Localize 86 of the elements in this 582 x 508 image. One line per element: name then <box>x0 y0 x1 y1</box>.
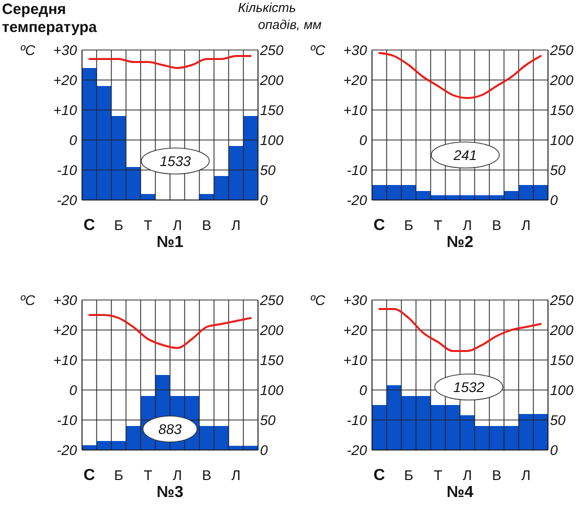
x-tick-label: Л <box>462 467 472 483</box>
y2-tick-label: 100 <box>260 382 284 398</box>
y-tick-label: 0 <box>69 132 78 148</box>
annotation: 883 <box>158 420 182 437</box>
y-axis-title: ºС <box>20 292 36 308</box>
x-tick-label: Б <box>114 467 124 483</box>
x-axis-title: №1 <box>156 234 184 251</box>
y2-tick-label: 200 <box>549 322 574 338</box>
y2-tick-label: 50 <box>550 162 566 178</box>
y-tick-label: +30 <box>53 42 78 58</box>
x-tick-label: Т <box>144 217 153 233</box>
x-tick-label: Б <box>404 217 414 233</box>
x-tick-label: С <box>374 217 386 234</box>
x-tick-label: С <box>84 467 96 484</box>
y-tick-label: +20 <box>343 72 368 88</box>
y2-tick-label: 50 <box>260 162 276 178</box>
y2-axis-title: Кількість опадів, мм <box>238 0 322 32</box>
x-tick-label: В <box>492 217 502 233</box>
x-tick-label: Л <box>521 217 531 233</box>
y2-tick-label: 200 <box>259 72 284 88</box>
y-tick-label: -20 <box>56 192 78 208</box>
y2-tick-label: 100 <box>260 132 284 148</box>
x-tick-label: Л <box>231 217 241 233</box>
x-tick-label: С <box>374 467 386 484</box>
y2-tick-label: 250 <box>549 42 574 58</box>
y-tick-label: +10 <box>343 102 368 118</box>
y-tick-label: 0 <box>359 382 368 398</box>
x-tick-label: Т <box>434 217 443 233</box>
annotation: 241 <box>452 146 477 163</box>
y-tick-label: -10 <box>346 412 368 428</box>
y-tick-label: +10 <box>53 102 78 118</box>
chart-title: Середня температура <box>2 1 98 36</box>
y-tick-label: -20 <box>56 442 78 458</box>
y-tick-label: -20 <box>346 442 368 458</box>
x-tick-label: С <box>84 217 96 234</box>
x-tick-label: Л <box>231 467 241 483</box>
x-tick-label: В <box>202 467 212 483</box>
y2-tick-label: 100 <box>550 132 574 148</box>
x-tick-label: Б <box>404 467 414 483</box>
y2-tick-label: 200 <box>259 322 284 338</box>
y2-tick-label: 150 <box>260 352 284 368</box>
y-axis-title: ºС <box>20 42 36 58</box>
x-axis-title: №4 <box>446 484 474 501</box>
y2-tick-label: 150 <box>260 102 284 118</box>
x-tick-label: Т <box>144 467 153 483</box>
y2-tick-label: 250 <box>549 292 574 308</box>
annotation: 1532 <box>453 378 485 395</box>
x-tick-label: Б <box>114 217 124 233</box>
y2-tick-label: 150 <box>550 352 574 368</box>
y-tick-label: +20 <box>53 322 78 338</box>
y2-tick-label: 50 <box>550 412 566 428</box>
y-tick-label: +10 <box>343 352 368 368</box>
y2-tick-label: 150 <box>550 102 574 118</box>
x-tick-label: Т <box>434 467 443 483</box>
y2-tick-label: 200 <box>549 72 574 88</box>
y-tick-label: +30 <box>343 42 368 58</box>
y2-tick-label: 0 <box>550 442 558 458</box>
y2-tick-label: 250 <box>259 292 284 308</box>
y2-tick-label: 0 <box>260 442 268 458</box>
y-tick-label: 0 <box>69 382 78 398</box>
y-tick-label: +30 <box>53 292 78 308</box>
y2-tick-label: 0 <box>550 192 558 208</box>
x-tick-label: Л <box>172 217 182 233</box>
y-tick-label: +20 <box>53 72 78 88</box>
x-tick-label: В <box>202 217 212 233</box>
y2-tick-label: 250 <box>259 42 284 58</box>
x-tick-label: Л <box>521 467 531 483</box>
y-tick-label: +10 <box>53 352 78 368</box>
y2-tick-label: 100 <box>550 382 574 398</box>
y-tick-label: +30 <box>343 292 368 308</box>
y-tick-label: -20 <box>346 192 368 208</box>
y-tick-label: -10 <box>346 162 368 178</box>
x-axis-title: №2 <box>446 234 474 251</box>
y-tick-label: 0 <box>359 132 368 148</box>
y-axis-title: ºС <box>310 292 326 308</box>
y-tick-label: -10 <box>56 412 78 428</box>
x-tick-label: В <box>492 467 502 483</box>
x-tick-label: Л <box>172 467 182 483</box>
y-tick-label: -10 <box>56 162 78 178</box>
x-axis-title: №3 <box>156 484 184 501</box>
x-tick-label: Л <box>462 217 472 233</box>
y2-tick-label: 50 <box>260 412 276 428</box>
annotation: 1533 <box>160 152 192 169</box>
y-axis-title: ºС <box>310 42 326 58</box>
y2-tick-label: 0 <box>260 192 268 208</box>
y-tick-label: +20 <box>343 322 368 338</box>
